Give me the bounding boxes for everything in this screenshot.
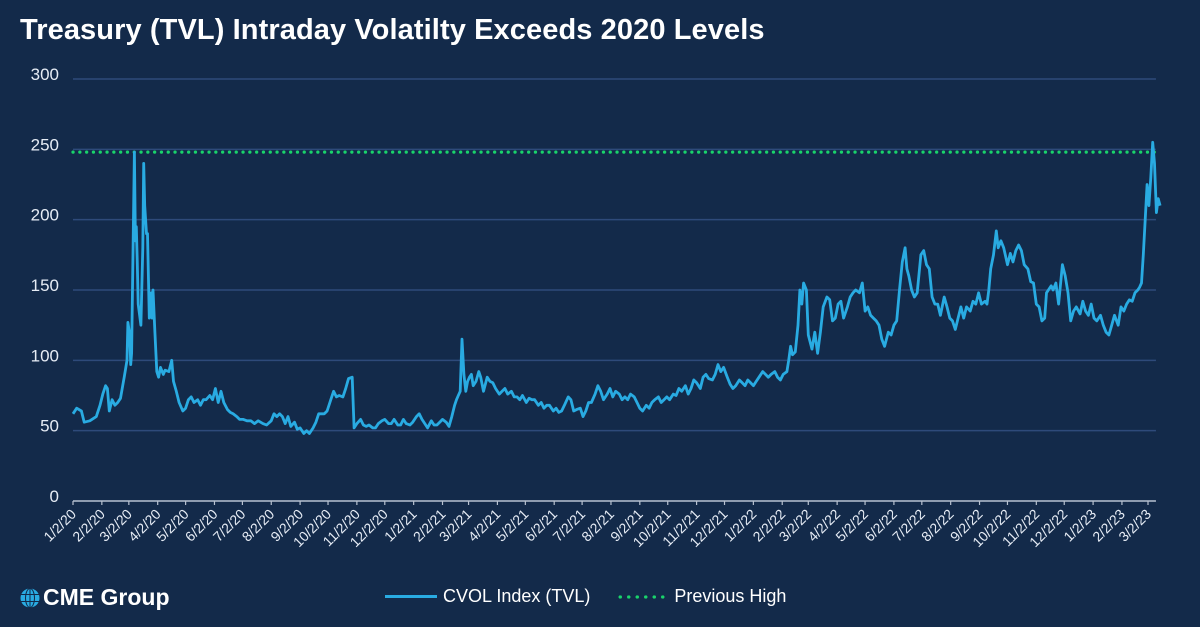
chart-title: Treasury (TVL) Intraday Volatilty Exceed… (20, 14, 765, 46)
legend-label-cvol: CVOL Index (TVL) (443, 586, 591, 606)
y-tick-label: 50 (40, 417, 59, 436)
series-line-cvol-index (71, 140, 1162, 435)
globe-icon (20, 587, 40, 608)
cme-group-logo: CME Group (20, 584, 170, 611)
y-tick-label: 0 (50, 487, 59, 506)
y-tick-label: 250 (31, 135, 59, 154)
legend-label-previous-high: Previous High (674, 586, 787, 606)
y-tick-label: 300 (31, 65, 59, 84)
legend: CVOL Index (TVL) Previous High (385, 586, 812, 607)
gridlines (73, 78, 1156, 432)
x-axis: 1/2/202/2/203/2/204/2/205/2/206/2/207/2/… (40, 500, 1156, 550)
legend-solid-line-swatch (385, 595, 437, 598)
y-tick-label: 200 (31, 206, 59, 225)
y-tick-label: 150 (31, 276, 59, 295)
logo-text: CME Group (43, 584, 170, 610)
legend-dotted-line-swatch (616, 594, 667, 599)
legend-item-previous-high: Previous High (616, 586, 786, 607)
y-tick-label: 100 (31, 346, 59, 365)
legend-item-cvol: CVOL Index (TVL) (385, 586, 590, 607)
y-axis-ticks: 0 50 100 150 200 250 300 (31, 65, 59, 506)
